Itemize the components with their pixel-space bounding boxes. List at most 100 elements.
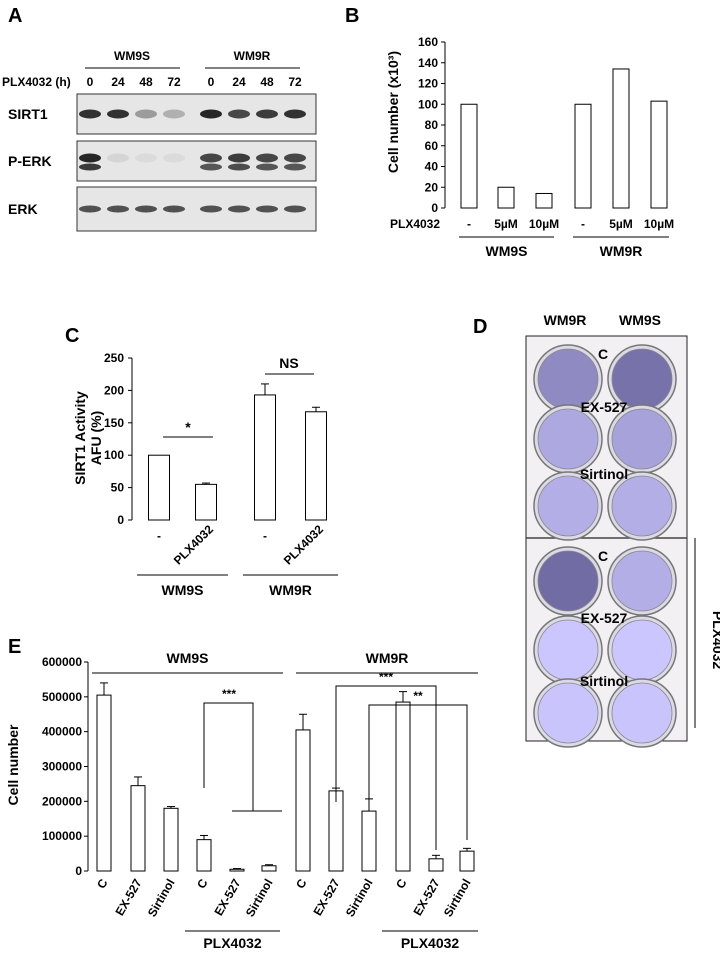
chart-e-xtick-label: Sirtinol	[243, 877, 276, 920]
plate-row-label: EX-527	[581, 610, 628, 626]
blot-row-label: P-ERK	[8, 153, 52, 169]
panel-b: B Cell number (x10³) 0 20 40 60 80 100 120 140 1…	[345, 5, 674, 259]
blot-band	[107, 205, 129, 213]
chart-b-ytick-label: 40	[425, 160, 439, 174]
blot-group-label-wm9r: WM9R	[234, 49, 271, 63]
blot-band	[228, 109, 250, 119]
chart-e-xtick-label: EX-527	[211, 876, 243, 918]
chart-c-sig-label: NS	[279, 355, 298, 371]
chart-b-row-label: PLX4032	[390, 217, 440, 231]
chart-e-group-label: WM9R	[366, 650, 409, 666]
blot-band	[284, 153, 306, 163]
blot-band	[163, 153, 185, 163]
chart-e-sig-bracket	[368, 704, 468, 840]
plate-well	[537, 475, 599, 537]
chart-e-sig-label: ***	[222, 687, 236, 701]
chart-c-ytick-label: 150	[104, 416, 124, 430]
blot-timepoint-label: 72	[167, 75, 181, 89]
chart-e-xtick-label: EX-527	[310, 876, 342, 918]
chart-c-sig-label: *	[185, 419, 191, 435]
chart-b-bar	[650, 100, 668, 209]
chart-b-ytick-label: 120	[418, 77, 438, 91]
chart-c-group-label: WM9R	[269, 582, 312, 598]
chart-e-bar	[229, 868, 245, 872]
blot-timepoint-label: 0	[208, 75, 215, 89]
panel-a: A WM9S WM9R PLX4032 (h) 0 24 48 72 0 24 48 72 S…	[2, 5, 317, 232]
chart-e-bar	[428, 858, 444, 872]
plate-col-label-wm9r: WM9R	[544, 312, 587, 328]
blot-timepoint-label: 0	[87, 75, 94, 89]
chart-c-ytick-label: 50	[111, 481, 125, 495]
chart-b-xtick-label: 10µM	[529, 217, 559, 231]
chart-c-bar	[148, 454, 170, 521]
plate-well	[611, 550, 673, 612]
chart-e-treatment-label: PLX4032	[401, 935, 460, 951]
chart-e-bar	[196, 839, 212, 872]
plate-row-label: C	[598, 346, 608, 362]
panel-c-letter: C	[65, 325, 79, 347]
chart-e-sig-bracket	[335, 685, 437, 850]
chart-e-bar	[395, 701, 411, 872]
chart-b-xtick-label: -	[581, 217, 585, 231]
chart-c-ytick-label: 100	[104, 448, 124, 462]
chart-e-xtick-label: EX-527	[112, 876, 144, 918]
chart-c-xtick-label: PLX4032	[281, 522, 327, 568]
blot-band	[79, 153, 101, 163]
chart-b-ytick-label: 140	[418, 56, 438, 70]
chart-c-xtick-label: PLX4032	[171, 522, 217, 568]
panel-d: D WM9R WM9S C EX-527 Sirtinol C EX-527 Sirtin…	[473, 312, 720, 748]
chart-c-group-label: WM9S	[162, 582, 204, 598]
plate-well	[611, 408, 673, 470]
blot-band	[256, 205, 278, 213]
blot-band	[256, 109, 278, 119]
plate-row-label: EX-527	[581, 399, 628, 415]
plates: C EX-527 Sirtinol C EX-527 Sirtinol	[533, 344, 677, 748]
blot-band	[79, 109, 101, 119]
panel-c: C SIRT1 Activity AFU (%) 0 50 100 150 200 250…	[65, 325, 338, 598]
blot-band	[163, 205, 185, 213]
blot-band	[135, 109, 157, 119]
chart-e-treatment-label: PLX4032	[203, 935, 262, 951]
plate-well	[537, 550, 599, 612]
blot-band	[284, 205, 306, 213]
plate-row-label: Sirtinol	[580, 673, 628, 689]
chart-c-ylabel-line2: AFU (%)	[88, 411, 104, 465]
chart-e-ytick-label: 200000	[42, 794, 82, 808]
blot-band	[256, 153, 278, 163]
chart-e-bar	[361, 810, 377, 872]
chart-b-ytick-label: 80	[425, 118, 439, 132]
blot-timepoint-label: 48	[260, 75, 274, 89]
blot-band-lower	[284, 163, 306, 171]
blot-rows: SIRT1 P-ERK ERK	[8, 93, 317, 232]
chart-e-ytick-label: 100000	[42, 829, 82, 843]
chart-e-xtick-label: C	[94, 876, 111, 891]
chart-b-ytick-label: 160	[418, 35, 438, 49]
panel-e: E Cell number 0 100000 200000 300000 400000 5…	[5, 636, 478, 951]
panel-a-letter: A	[8, 5, 22, 27]
chart-b-ylabel: Cell number (x10³)	[385, 51, 401, 173]
chart-c-ytick-label: 200	[104, 383, 124, 397]
chart-c-bar	[195, 483, 217, 521]
blot-timepoint-label: 24	[111, 75, 125, 89]
chart-e-bar	[261, 865, 277, 872]
blot-timepoint-label: 72	[288, 75, 302, 89]
chart-b-ytick-label: 0	[431, 201, 438, 215]
chart-b-bar	[497, 186, 515, 209]
chart-b-group-label: WM9S	[486, 243, 528, 259]
plate-col-label-wm9s: WM9S	[619, 312, 661, 328]
chart-e-bar	[295, 729, 311, 872]
blot-band	[135, 205, 157, 213]
chart-e-xtick-label: C	[293, 876, 310, 891]
chart-b-ytick-label: 20	[425, 180, 439, 194]
chart-b-bar	[612, 68, 630, 209]
chart-e-bar	[459, 850, 475, 872]
blot-timepoint-label: 48	[139, 75, 153, 89]
chart-e-bar	[96, 694, 112, 872]
blot-band-lower	[200, 163, 222, 171]
plate-row-label: C	[598, 548, 608, 564]
chart-b-bar	[460, 103, 478, 209]
chart-e-ytick-label: 300000	[42, 760, 82, 774]
chart-c-bar	[305, 411, 327, 521]
blot-band-lower	[256, 163, 278, 171]
